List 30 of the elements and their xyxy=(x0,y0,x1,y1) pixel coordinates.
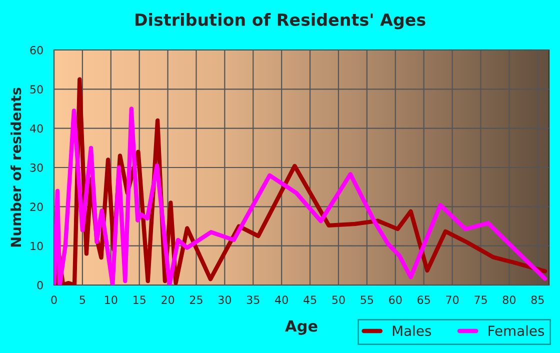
x-tick-label: 85 xyxy=(531,296,544,304)
y-tick-label: 20 xyxy=(30,202,43,212)
x-tick-label: 80 xyxy=(502,296,516,304)
y-tick-label: 60 xyxy=(30,46,43,54)
y-tick-label: 0 xyxy=(37,280,43,290)
x-tick-label: 70 xyxy=(446,296,459,304)
x-tick-label: 35 xyxy=(246,296,260,304)
y-tick-label: 50 xyxy=(30,85,43,94)
x-tick-label: 45 xyxy=(304,296,316,304)
y-tick-label: 10 xyxy=(30,242,43,250)
x-axis-title: Age xyxy=(285,320,318,335)
x-tick-label: 5 xyxy=(80,296,86,304)
y-axis-title: Number of residents xyxy=(10,88,22,247)
legend-label: Females xyxy=(488,325,544,336)
x-tick-label: 30 xyxy=(218,296,232,304)
x-tick-label: 15 xyxy=(133,296,146,304)
x-tick-label: 25 xyxy=(190,296,202,304)
x-tick-label: 55 xyxy=(360,296,374,304)
chart-title: Distribution of Residents' Ages xyxy=(135,13,426,30)
x-tick-label: 10 xyxy=(105,296,118,304)
x-tick-label: 0 xyxy=(51,296,57,304)
x-tick-label: 40 xyxy=(275,296,288,304)
x-tick-label: 20 xyxy=(162,296,174,304)
x-tick-label: 75 xyxy=(474,296,487,304)
x-tick-label: 50 xyxy=(332,296,345,304)
y-tick-label: 30 xyxy=(30,163,43,172)
y-tick-label: 40 xyxy=(30,124,43,133)
x-tick-label: 60 xyxy=(389,296,402,304)
legend-label: Males xyxy=(392,325,432,336)
x-tick-label: 65 xyxy=(418,296,430,304)
